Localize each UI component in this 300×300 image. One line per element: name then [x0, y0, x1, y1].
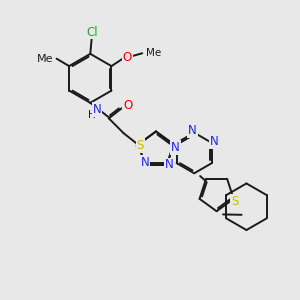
Text: N: N [210, 135, 218, 148]
Text: N: N [165, 158, 174, 172]
Text: S: S [136, 139, 144, 152]
Text: S: S [231, 195, 239, 208]
Text: N: N [141, 156, 149, 169]
Text: O: O [123, 51, 132, 64]
Text: N: N [92, 103, 101, 116]
Text: N: N [188, 124, 197, 137]
Text: O: O [123, 99, 132, 112]
Text: Me: Me [146, 48, 161, 58]
Text: Me: Me [36, 54, 53, 64]
Text: Cl: Cl [86, 26, 98, 38]
Text: H: H [88, 110, 96, 120]
Text: N: N [171, 141, 180, 154]
